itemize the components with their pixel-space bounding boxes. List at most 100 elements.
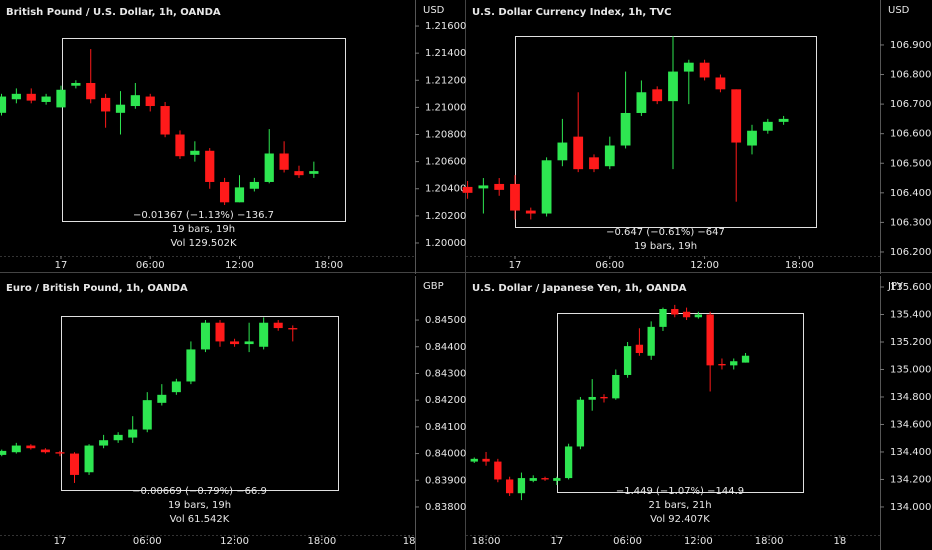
measure-label: Vol 129.502K bbox=[170, 238, 236, 249]
x-tick-label: 12:00 bbox=[225, 260, 254, 271]
price-unit: USD bbox=[423, 5, 445, 16]
x-tick-label: 06:00 bbox=[136, 260, 165, 271]
y-tick-label: 1.20200 bbox=[425, 211, 466, 222]
candle-body bbox=[160, 106, 170, 135]
x-tick-label: 12:00 bbox=[684, 536, 713, 547]
price-unit: JPY bbox=[887, 281, 904, 292]
measure-label: 19 bars, 19h bbox=[168, 500, 231, 511]
y-tick-label: 0.84500 bbox=[425, 315, 466, 326]
y-tick-label: 134.200 bbox=[890, 474, 931, 485]
candle-body bbox=[699, 62, 710, 78]
y-tick-label: 106.600 bbox=[890, 129, 931, 140]
candle-body bbox=[694, 314, 703, 318]
y-tick-label: 0.84400 bbox=[425, 342, 466, 353]
candle-body bbox=[612, 374, 620, 399]
x-tick-label: 12:00 bbox=[690, 260, 719, 271]
candle-body bbox=[56, 89, 66, 108]
candle-body bbox=[40, 449, 50, 453]
measure-label: −1.449 (−1.07%) −144.9 bbox=[616, 486, 744, 497]
y-tick-label: 1.21200 bbox=[425, 75, 466, 86]
y-tick-label: 134.400 bbox=[890, 447, 931, 458]
measure-label: −0.00669 (−0.79%) −66.9 bbox=[132, 486, 267, 497]
candle-body bbox=[494, 183, 505, 190]
y-tick-label: 0.83900 bbox=[425, 475, 466, 486]
candle-body bbox=[84, 445, 94, 473]
candle-body bbox=[71, 82, 81, 86]
candle-body bbox=[41, 96, 51, 102]
candle-body bbox=[778, 118, 789, 122]
candle-body bbox=[747, 130, 757, 146]
candle-body bbox=[219, 181, 230, 203]
candle-body bbox=[273, 322, 283, 329]
candle-body bbox=[718, 363, 726, 366]
candle-body bbox=[478, 185, 489, 189]
candle-body bbox=[175, 134, 185, 157]
candle-body bbox=[706, 314, 714, 366]
candle-body bbox=[557, 142, 568, 161]
x-tick-label: 17 bbox=[550, 536, 563, 547]
y-tick-label: 106.900 bbox=[890, 40, 931, 51]
candle-body bbox=[541, 160, 552, 214]
candle-body bbox=[55, 452, 65, 454]
x-tick-label: 18 bbox=[403, 536, 416, 547]
candle-body bbox=[517, 478, 526, 494]
candle-body bbox=[128, 429, 138, 438]
y-tick-label: 135.600 bbox=[890, 282, 931, 293]
candle-body bbox=[647, 326, 655, 356]
candle-body bbox=[623, 346, 632, 375]
x-tick-label: 06:00 bbox=[133, 536, 162, 547]
candle-body bbox=[279, 153, 289, 170]
candle-body bbox=[113, 434, 123, 441]
y-tick-label: 135.400 bbox=[890, 309, 931, 320]
candle-body bbox=[683, 62, 694, 72]
y-tick-label: 0.84100 bbox=[425, 422, 466, 433]
x-tick-label: 06:00 bbox=[595, 260, 624, 271]
candle-body bbox=[230, 341, 240, 345]
y-tick-label: 0.84200 bbox=[425, 395, 466, 406]
candle-body bbox=[529, 478, 537, 481]
x-tick-label: 17 bbox=[54, 536, 67, 547]
candle-body bbox=[205, 150, 215, 182]
candle-body bbox=[249, 181, 259, 189]
candle-body bbox=[130, 95, 140, 107]
candle-body bbox=[11, 445, 21, 453]
y-tick-label: 0.84300 bbox=[425, 368, 466, 379]
candle-body bbox=[573, 136, 584, 170]
candle-body bbox=[604, 145, 615, 167]
candle-body bbox=[659, 308, 667, 327]
candle-body bbox=[264, 153, 274, 182]
candle-body bbox=[510, 183, 520, 211]
candle-body bbox=[730, 361, 738, 366]
y-tick-label: 0.84000 bbox=[425, 449, 466, 460]
x-tick-label: 18:00 bbox=[785, 260, 814, 271]
candle-body bbox=[11, 93, 21, 100]
measure-label: 19 bars, 19h bbox=[172, 224, 235, 235]
candle-body bbox=[309, 171, 319, 174]
y-tick-label: 1.21000 bbox=[425, 102, 466, 113]
x-tick-label: 18 bbox=[834, 536, 847, 547]
candle-body bbox=[762, 121, 773, 131]
x-tick-label: 17 bbox=[509, 260, 522, 271]
y-tick-label: 1.20400 bbox=[425, 184, 466, 195]
candle-body bbox=[294, 171, 304, 176]
y-tick-label: 1.21400 bbox=[425, 48, 466, 59]
y-tick-label: 106.800 bbox=[890, 70, 931, 81]
x-tick-label: 06:00 bbox=[613, 536, 642, 547]
y-tick-label: 135.000 bbox=[890, 364, 931, 375]
candle-body bbox=[288, 328, 298, 330]
candle-body bbox=[600, 396, 608, 399]
candle-body bbox=[215, 322, 225, 342]
price-unit: USD bbox=[888, 5, 910, 16]
measure-box bbox=[557, 313, 804, 493]
measure-box bbox=[515, 36, 817, 228]
candle-body bbox=[564, 446, 573, 479]
measure-label: −0.01367 (−1.13%) −136.7 bbox=[133, 210, 274, 221]
candle-body bbox=[525, 210, 536, 214]
candle-body bbox=[635, 344, 644, 353]
measure-label: Vol 92.407K bbox=[650, 514, 710, 525]
candle-body bbox=[69, 453, 80, 475]
candle-body bbox=[553, 478, 561, 481]
candle-body bbox=[589, 157, 599, 170]
